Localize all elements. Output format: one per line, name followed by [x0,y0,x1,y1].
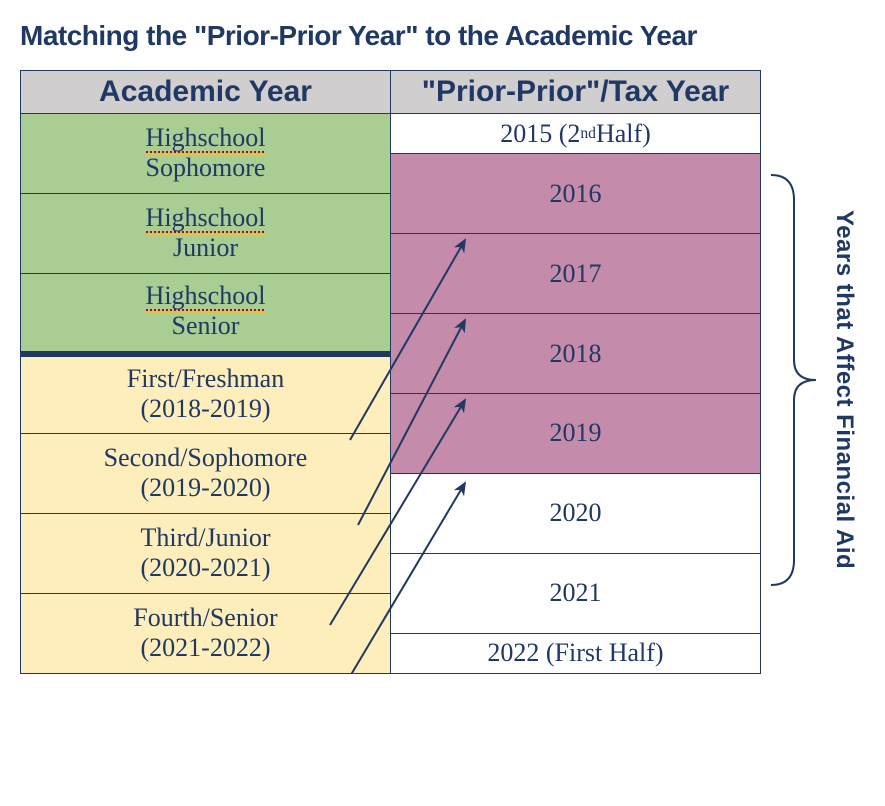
header-tax: "Prior-Prior"/Tax Year [391,71,761,114]
academic-line2: (2018-2019) [21,394,390,424]
academic-cell: First/Freshman(2018-2019) [21,354,391,434]
academic-line2: (2021-2022) [21,633,390,663]
side-label: Years that Affect Financial Aid [830,210,858,569]
tax-segment: 2019 [391,394,760,474]
academic-line1: First/Freshman [21,364,390,394]
tax-segment: 2022 (First Half) [391,634,760,673]
tax-segment: 2016 [391,154,760,234]
tax-column: 2015 (2nd Half)2016201720182019202020212… [391,114,761,674]
table-header-row: Academic Year "Prior-Prior"/Tax Year [21,71,761,114]
academic-cell: HighschoolSophomore [21,114,391,194]
tax-segment: 2018 [391,314,760,394]
table-row: HighschoolSophomore2015 (2nd Half)201620… [21,114,761,194]
academic-line2: Sophomore [21,153,390,183]
tax-segment: 2020 [391,474,760,554]
tax-segment: 2017 [391,234,760,314]
table-container: Academic Year "Prior-Prior"/Tax Year Hig… [20,70,760,674]
academic-line2: (2019-2020) [21,473,390,503]
academic-cell: HighschoolSenior [21,274,391,354]
diagram-wrapper: Academic Year "Prior-Prior"/Tax Year Hig… [20,70,865,674]
academic-cell: HighschoolJunior [21,194,391,274]
academic-cell: Second/Sophomore(2019-2020) [21,434,391,514]
academic-line2: Senior [21,311,390,341]
academic-line2: Junior [21,233,390,263]
academic-line1: Third/Junior [21,523,390,553]
academic-cell: Fourth/Senior(2021-2022) [21,594,391,674]
academic-line1: Fourth/Senior [21,603,390,633]
academic-line1: Highschool [146,123,266,153]
header-academic: Academic Year [21,71,391,114]
prior-prior-table: Academic Year "Prior-Prior"/Tax Year Hig… [20,70,761,674]
academic-line1: Second/Sophomore [21,443,390,473]
academic-line2: (2020-2021) [21,553,390,583]
tax-segment: 2015 (2nd Half) [391,114,760,154]
brace-icon [766,170,821,590]
academic-line1: Highschool [146,203,266,233]
page-title: Matching the "Prior-Prior Year" to the A… [20,20,865,52]
academic-line1: Highschool [146,281,266,311]
tax-segment: 2021 [391,554,760,634]
academic-cell: Third/Junior(2020-2021) [21,514,391,594]
